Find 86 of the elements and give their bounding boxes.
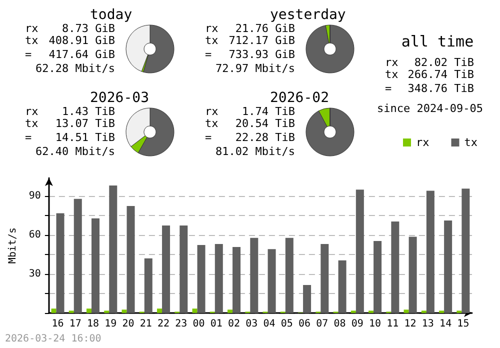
x-tick-label: 00: [192, 318, 205, 330]
bar: [374, 240, 382, 313]
x-tick-label: 01: [210, 318, 222, 330]
bar: [197, 244, 206, 313]
text: tx 20.54 TiB: [205, 117, 295, 130]
bar: [51, 308, 56, 313]
bar: [192, 308, 198, 313]
bar: [250, 238, 258, 313]
x-tick-label: 19: [104, 318, 117, 330]
x-tick-label: 16: [52, 318, 64, 330]
text: = 22.28 TiB: [205, 131, 295, 144]
bar: [86, 308, 92, 313]
x-tick-label: 23: [175, 318, 188, 330]
chart-title: 2026-03: [90, 90, 150, 106]
legend-label: tx: [464, 136, 478, 149]
y-tick-label: 90: [28, 190, 41, 202]
text: tx 13.07 TiB: [25, 117, 115, 130]
bar: [426, 190, 434, 313]
bar: [126, 206, 135, 313]
text: tx 712.17 GiB: [205, 34, 296, 47]
bar: [303, 284, 312, 313]
text: = 417.64 GiB: [25, 48, 115, 61]
text: rx 1.43 TiB: [25, 105, 115, 118]
text: 2026-03-24 16:00: [5, 334, 102, 344]
x-tick-label: 20: [122, 318, 134, 330]
bar: [391, 221, 400, 313]
bar: [180, 226, 188, 313]
text: all time: [401, 32, 474, 50]
text: rx 21.76 GiB: [205, 22, 295, 35]
x-tick-label: 09: [351, 318, 364, 330]
bar: [144, 258, 152, 313]
x-tick-label: 08: [334, 318, 346, 330]
bar: [444, 220, 452, 313]
bar: [122, 310, 127, 313]
x-tick-label: 02: [228, 318, 240, 330]
x-tick-label: 12: [404, 318, 416, 330]
y-tick-label: 60: [28, 230, 41, 241]
text: rx 8.73 GiB: [25, 22, 115, 35]
text: = 733.93 GiB: [205, 48, 295, 61]
bar: [157, 308, 162, 313]
text: tx 408.91 GiB: [25, 34, 116, 47]
chart-title: 2026-02: [270, 90, 330, 106]
x-tick-label: 14: [440, 318, 452, 330]
legend-label: rx: [416, 136, 430, 149]
bar: [74, 198, 82, 313]
y-axis-title: Mbit/s: [8, 227, 18, 264]
x-tick-label: 03: [246, 318, 258, 330]
bar: [285, 238, 294, 313]
bar: [92, 218, 100, 313]
x-tick-label: 21: [140, 318, 152, 330]
text: tx 266.74 TiB: [385, 68, 474, 81]
text: 81.02 Mbit/s: [216, 145, 295, 158]
x-tick-label: 13: [422, 318, 434, 330]
text: since 2024-09-05: [377, 102, 483, 115]
x-tick-label: 05: [280, 318, 293, 330]
x-tick-label: 11: [386, 318, 399, 330]
x-tick-label: 17: [69, 318, 82, 330]
bar: [404, 310, 409, 313]
bar: [109, 186, 118, 313]
bar: [408, 236, 417, 313]
x-tick-label: 22: [157, 318, 170, 330]
x-tick-label: 04: [263, 318, 276, 330]
x-tick-label: 15: [457, 318, 470, 330]
bar: [56, 213, 64, 313]
x-tick-label: 06: [298, 318, 311, 330]
bar: [162, 226, 170, 313]
text: = 348.76 TiB: [385, 82, 474, 95]
text: rx 82.02 TiB: [385, 56, 474, 69]
bar: [268, 249, 276, 313]
x-tick-label: 07: [316, 318, 328, 330]
bar: [338, 260, 346, 313]
text: 62.28 Mbit/s: [36, 62, 115, 75]
x-tick-label: 18: [86, 318, 100, 330]
text: 72.97 Mbit/s: [216, 62, 295, 75]
chart-title: yesterday: [270, 7, 346, 23]
chart-title: today: [90, 7, 132, 23]
bar: [228, 310, 233, 313]
text: rx 1.74 TiB: [205, 105, 295, 118]
text: 62.40 Mbit/s: [36, 145, 115, 158]
bar: [356, 190, 364, 313]
text: = 14.51 TiB: [25, 131, 115, 144]
bar: [320, 244, 329, 313]
x-tick-label: 10: [369, 318, 382, 330]
y-tick-label: 30: [28, 268, 41, 280]
bar: [214, 244, 223, 313]
bar: [232, 247, 241, 313]
